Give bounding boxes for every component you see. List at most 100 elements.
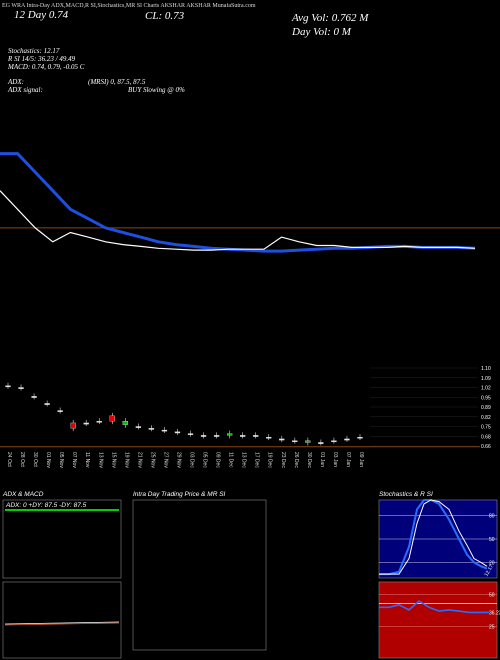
mrsi-readout: (MRSI) 0, 87.5, 87.5 [88,78,146,86]
series-moving-average [0,152,476,253]
candle-xtick-label: 11 Dec [228,452,234,468]
candle-body [18,387,24,389]
candle-body [187,433,194,435]
candle-xtick-label: 19 Dec [267,452,273,468]
candle-body [96,421,102,423]
macd-signal-line [4,622,120,626]
candle-body [266,436,272,439]
candle-body [109,415,115,422]
candle-body [122,421,128,425]
candle-body [357,436,363,439]
candle-ytick-label: 0.82 [481,415,491,421]
candle-xtick-label: 11 Nov [84,452,90,468]
candle-xtick-label: 09 Jan [358,452,364,467]
candle-body [174,431,181,434]
avg-volume: Avg Vol: 0.762 M [292,12,369,24]
candle-body [135,426,142,428]
candle-body [44,403,50,405]
stoch-tick-label: 20 [489,560,495,566]
candle-xtick-label: 15 Nov [110,452,116,468]
candle-body [57,410,63,412]
rsi-panel [378,581,498,659]
candle-body [213,435,220,437]
stoch-last-value: 12.17 [484,564,496,578]
series-price [0,190,476,251]
candle-ytick-label: 0.95 [481,395,491,401]
rsi-last-value: 36.23 [489,610,500,616]
candle-xtick-label: 29 Nov [175,452,181,468]
candle-body [31,396,37,398]
candle-ytick-label: 1.10 [481,366,491,372]
day-volume: Day Vol: 0 M [292,26,351,38]
adx-readout: ADX: [8,78,24,86]
buy-signal-readout: BUY Slowing @ 0% [128,86,185,94]
stoch-d-line [379,499,488,575]
header-line: EG WRA Intra-Day ADX,MACD,R SI,Stochasti… [2,3,256,9]
candle-xtick-label: 13 Dec [241,452,247,468]
candle-ytick-label: 0.75 [481,425,491,431]
candle-body [253,435,259,437]
candle-body [331,440,337,443]
rsi-tick-label: 25 [489,624,495,630]
candle-xtick-label: 25 Nov [149,452,155,468]
intraday-panel [132,499,267,651]
candle-xtick-label: 03 Dec [189,452,195,468]
candle-ytick-label: 1.09 [481,376,491,382]
candle-body [161,429,168,432]
adx-panel [2,499,122,579]
macd-readout: MACD: 0.74, 0.79, -0.05 C [8,63,85,71]
stochastics-readout: Stochastics: 12.17 [8,47,60,55]
candle-body [200,435,207,437]
candle-xtick-label: 21 Nov [136,452,142,468]
panel-title: Stochastics & R SI [379,491,433,498]
candlestick-chart: 1.10 1.09 1.02 0.95 0.89 0.82 0.75 0.68 0.66 24 O… [0,366,491,468]
candle-body [83,422,89,425]
adx-legend: ADX: 0 +DY: 87.5 -DY: 87.5 [5,502,87,509]
stoch-tick-label: 50 [489,537,495,543]
candle-xtick-label: 19 Nov [123,452,129,468]
candle-xtick-label: 01 Jan [319,452,325,467]
candle-xtick-label: 13 Nov [97,452,103,468]
adx-signal-readout: ADX signal: [8,86,43,94]
candle-body [70,422,76,429]
close-price-big: 12 Day 0.74 [14,9,69,21]
candle-ytick-label: 0.68 [481,434,491,440]
candle-ytick-label: 1.02 [481,386,491,392]
candle-xtick-label: 27 Nov [162,452,168,468]
candle-body [148,428,155,430]
candle-body [305,440,311,443]
close-label: CL: 0.73 [145,10,185,22]
candle-body [344,438,350,441]
candle-body [318,442,324,444]
candle-xtick-label: 03 Jan [332,452,338,467]
rsi-line [379,600,489,614]
candle-xtick-label: 26 Dec [293,452,299,468]
stoch-k-line [379,499,488,576]
candle-xtick-label: 24 Oct [6,452,12,467]
candle-xtick-label: 01 Nov [45,452,51,468]
candle-body [292,440,298,443]
candle-ytick-label: 0.89 [481,405,491,411]
rsi-tick-label: 50 [489,593,495,599]
candle-ytick-label: 0.66 [481,444,491,450]
bottom-panels: ADX & MACD Intra Day Trading Price & MR S… [2,491,500,659]
candle-xtick-label: 17 Dec [254,452,260,468]
panel-title: ADX & MACD [2,491,44,498]
candle-body [240,435,246,437]
macd-panel [2,581,122,659]
candle-xtick-label: 05 Nov [58,452,64,468]
stoch-tick-label: 80 [489,514,495,520]
candle-body [279,438,285,441]
panel-title: Intra Day Trading Price & MR SI [133,491,226,498]
candle-xtick-label: 23 Dec [280,452,286,468]
moving-average-chart [0,152,500,253]
macd-line [4,621,120,625]
candle-xtick-label: 07 Jan [345,452,351,467]
candle-body [5,385,11,388]
candle-xtick-label: 09 Dec [215,452,221,468]
candle-xtick-label: 05 Dec [202,452,208,468]
candle-xtick-label: 28 Oct [19,452,25,467]
candle-xtick-label: 07 Nov [71,452,77,468]
candle-xtick-label: 30 Oct [32,452,38,467]
